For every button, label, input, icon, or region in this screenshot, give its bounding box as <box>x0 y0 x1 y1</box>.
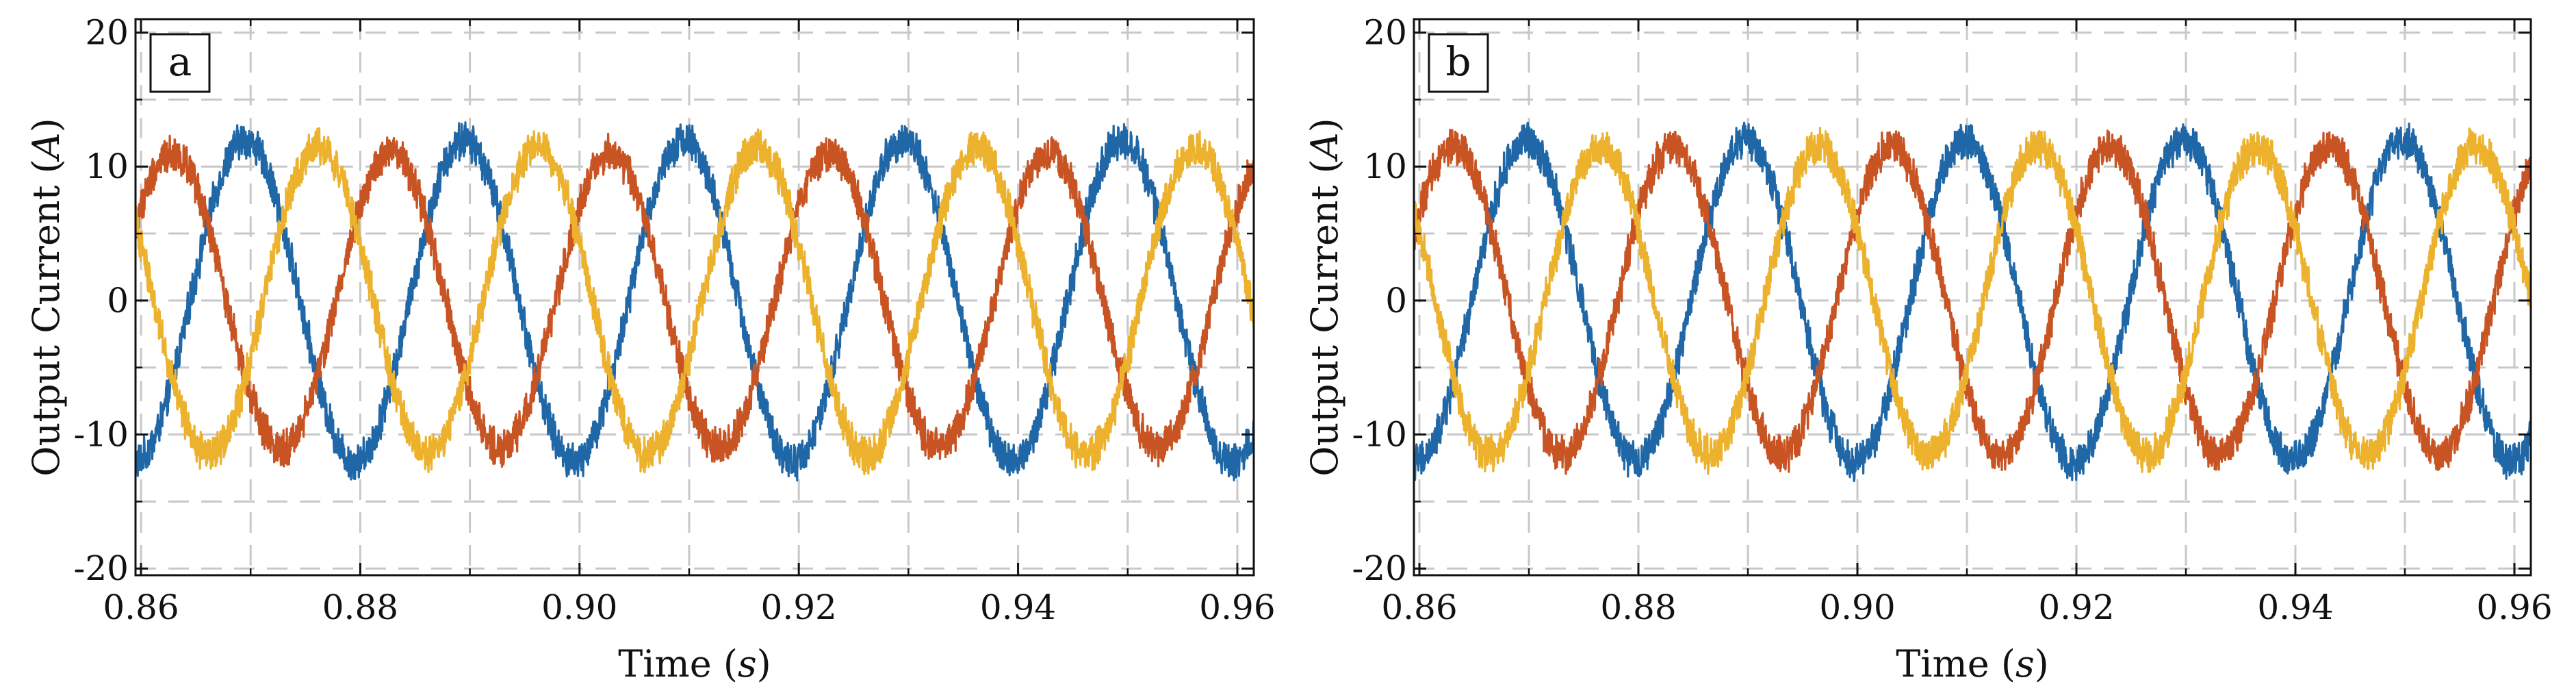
y-tick-label: -10 <box>1352 415 1407 455</box>
series-line-phase-c <box>136 127 1254 476</box>
y-tick-label: 10 <box>85 147 129 186</box>
x-tick-label: 0.92 <box>761 588 837 627</box>
series-line-phase-b <box>1414 128 2531 475</box>
x-tick-label: 0.92 <box>2038 588 2114 627</box>
y-tick-label: -20 <box>1352 549 1407 588</box>
y-axis-unit: A <box>1303 132 1346 162</box>
x-tick-label: 0.90 <box>541 588 617 627</box>
panel-label-box <box>1428 33 1489 93</box>
x-axis-unit: s <box>2015 642 2035 685</box>
series-line-phase-c <box>1414 127 2531 475</box>
x-tick-label: 0.90 <box>1819 588 1895 627</box>
axes-frame <box>1413 18 2532 577</box>
y-tick-label: 0 <box>107 281 129 320</box>
series-line-phase-a <box>136 121 1254 482</box>
x-tick-label: 0.88 <box>322 588 398 627</box>
y-axis-title-close: ) <box>1303 118 1346 132</box>
x-tick-label: 0.88 <box>1600 588 1676 627</box>
x-axis-title-text: Time ( <box>1896 642 2015 685</box>
x-tick-label: 0.94 <box>2257 588 2333 627</box>
y-tick-label: -20 <box>73 549 129 588</box>
panel-label: b <box>1445 38 1471 85</box>
series-group <box>136 121 1254 482</box>
chart-panel-b: 0.86 0.88 0.90 0.92 0.94 0.96 -20 -10 0 10 20 b Time… <box>1303 13 2553 685</box>
y-axis-title: Output Current (A) <box>1303 118 1346 476</box>
x-axis-unit: s <box>738 642 757 685</box>
x-tick-label: 0.96 <box>2476 588 2552 627</box>
x-tick-label: 0.86 <box>1381 588 1457 627</box>
y-axis-title-text: Output Current ( <box>1303 159 1346 476</box>
y-axis-title: Output Current (A) <box>25 118 68 476</box>
series-group <box>1414 121 2531 483</box>
panel-label: a <box>168 38 192 85</box>
x-axis-title-text: Time ( <box>618 642 738 685</box>
y-tick-label: 0 <box>1385 281 1407 320</box>
y-axis-unit: A <box>25 132 68 162</box>
x-axis-title: Time (s) <box>1896 642 2048 685</box>
x-axis-title-close: ) <box>2035 642 2049 685</box>
y-axis-title-text: Output Current ( <box>25 159 68 476</box>
x-tick-label: 0.86 <box>103 588 179 627</box>
y-tick-label: 20 <box>1363 13 1407 53</box>
x-axis-title: Time (s) <box>618 642 771 685</box>
x-axis-title-close: ) <box>757 642 771 685</box>
y-axis-title-close: ) <box>25 118 68 132</box>
chart-panel-a: 0.86 0.88 0.90 0.92 0.94 0.96 -20 -10 0 10 20 a Time… <box>25 13 1276 685</box>
x-tick-label: 0.96 <box>1199 588 1275 627</box>
panel-label-box <box>149 33 211 93</box>
axes-frame <box>134 18 1255 577</box>
x-tick-label: 0.94 <box>980 588 1056 627</box>
y-tick-label: 20 <box>85 13 129 53</box>
series-line-phase-b <box>136 132 1254 468</box>
y-tick-label: -10 <box>73 415 129 455</box>
y-tick-label: 10 <box>1363 147 1407 186</box>
